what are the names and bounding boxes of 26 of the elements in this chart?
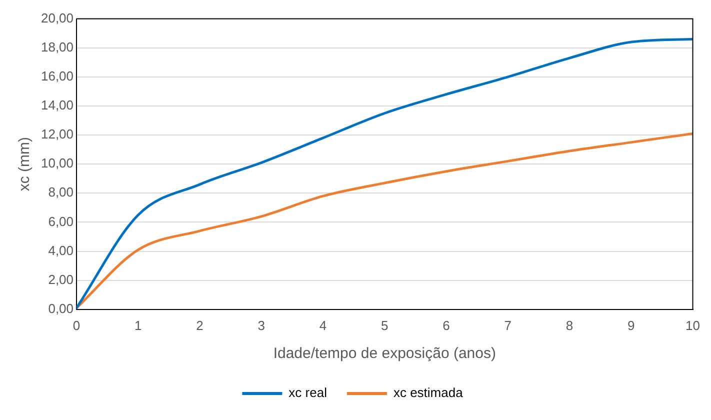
- x-tick-label: 2: [196, 318, 204, 333]
- y-tick-label: 18,00: [40, 39, 74, 54]
- legend-label: xc estimada: [393, 385, 464, 400]
- x-axis-title: Idade/tempo de exposição (anos): [273, 345, 496, 362]
- legend-label: xc real: [288, 385, 328, 400]
- y-tick-label: 6,00: [48, 214, 74, 229]
- y-tick-label: 8,00: [48, 184, 74, 200]
- x-tick-label: 1: [134, 318, 142, 333]
- x-tick-label: 5: [381, 318, 388, 333]
- x-tick-label: 4: [319, 318, 327, 333]
- y-tick-label: 4,00: [48, 242, 74, 258]
- y-tick-label: 2,00: [48, 272, 74, 287]
- y-tick-label: 12,00: [40, 126, 74, 142]
- x-tick-label: 8: [566, 318, 574, 333]
- y-tick-label: 16,00: [40, 68, 74, 84]
- x-tick-label: 0: [72, 318, 80, 333]
- x-tick-label: 7: [504, 318, 512, 333]
- y-axis-title: xc (mm): [16, 137, 34, 192]
- y-tick-label: 20,00: [40, 10, 74, 26]
- x-tick-label: 10: [686, 318, 700, 333]
- y-tick-label: 0,00: [48, 300, 74, 316]
- x-tick-label: 3: [258, 318, 266, 333]
- x-tick-label: 6: [442, 318, 450, 333]
- x-tick-label: 9: [628, 318, 635, 333]
- y-tick-label: 10,00: [40, 156, 74, 171]
- y-tick-label: 14,00: [40, 98, 74, 113]
